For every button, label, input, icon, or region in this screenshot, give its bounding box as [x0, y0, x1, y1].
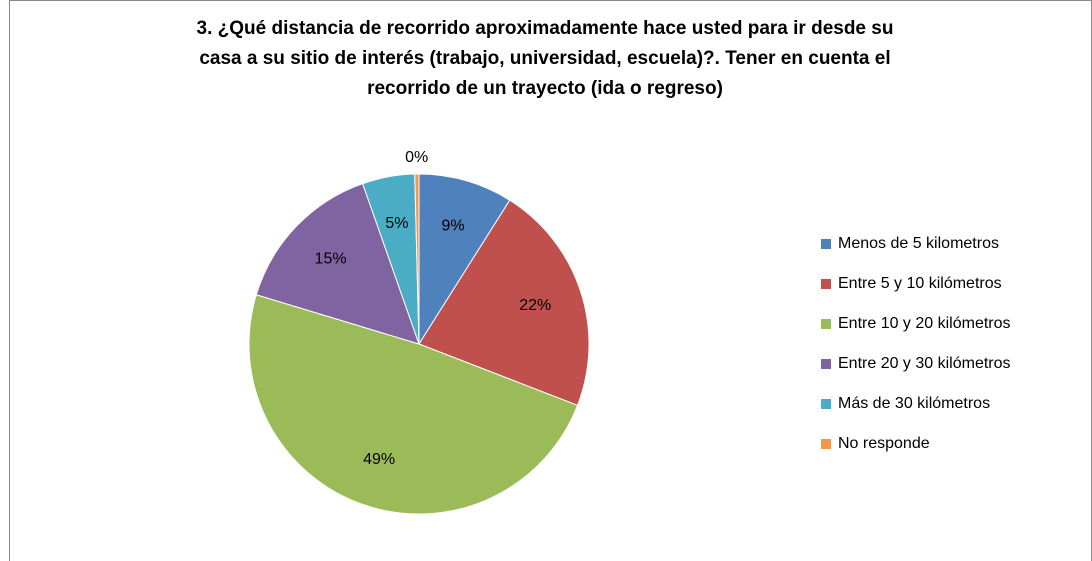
- pie-slice: [418, 173, 511, 346]
- data-label: 49%: [363, 451, 395, 468]
- legend-label: Más de 30 kilómetros: [838, 395, 990, 412]
- legend-label: Entre 10 y 20 kilómetros: [838, 315, 1011, 332]
- pie-slice: [248, 294, 579, 515]
- legend-swatch: [821, 399, 831, 409]
- legend-swatch: [821, 439, 831, 449]
- legend-swatch: [821, 359, 831, 369]
- chart-title: 3. ¿Qué distancia de recorrido aproximad…: [196, 18, 894, 99]
- legend-label: Menos de 5 kilometros: [838, 235, 999, 252]
- data-label: 22%: [519, 297, 551, 314]
- pie-slice: [255, 182, 420, 345]
- data-label: 15%: [315, 251, 347, 268]
- data-label: 0%: [405, 149, 428, 166]
- legend-swatch: [821, 279, 831, 289]
- legend-label: No responde: [838, 435, 930, 452]
- legend-swatch: [821, 239, 831, 249]
- legend-label: Entre 5 y 10 kilómetros: [838, 275, 1002, 292]
- pie-slice: [418, 199, 590, 406]
- data-label: 5%: [385, 215, 408, 232]
- legend-label: Entre 20 y 30 kilómetros: [838, 355, 1011, 372]
- pie-slice: [414, 173, 420, 345]
- data-label: 9%: [441, 218, 464, 235]
- legend-swatch: [821, 319, 831, 329]
